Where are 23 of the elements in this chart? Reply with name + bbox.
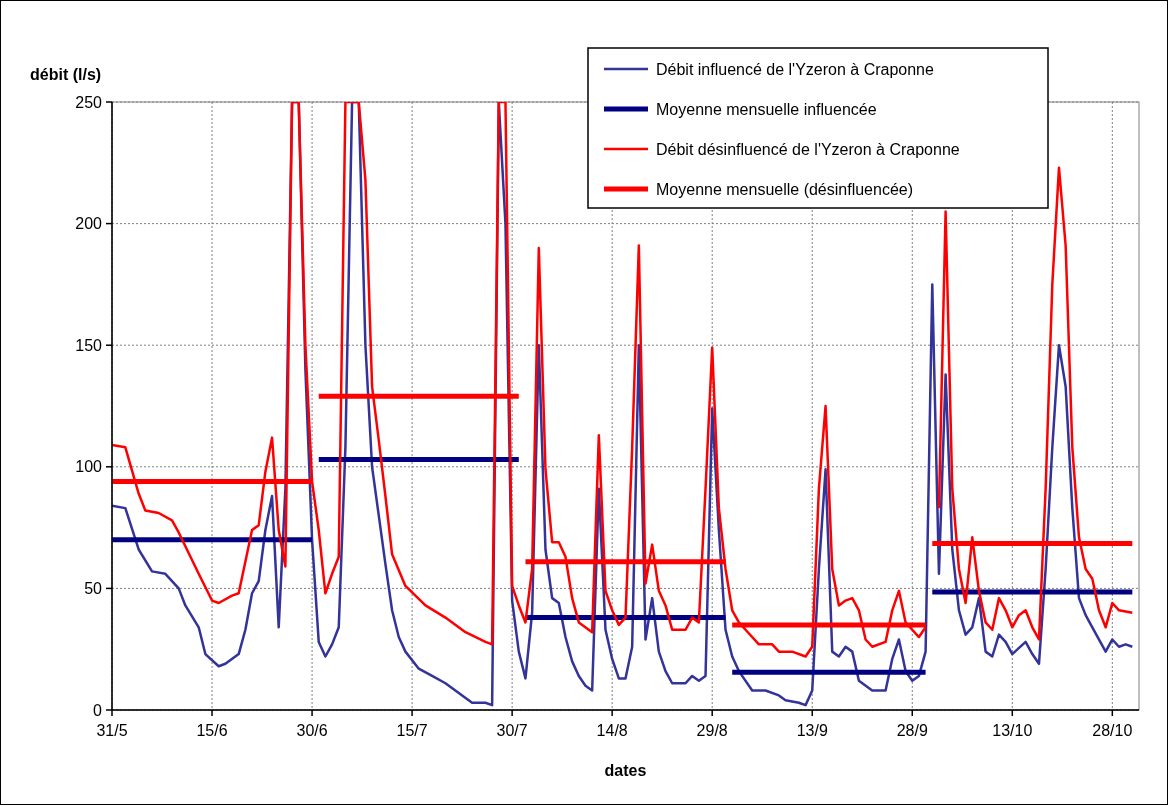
y-tick-label: 150 xyxy=(75,336,103,354)
y-tick-label: 100 xyxy=(75,458,103,476)
y-tick-label: 250 xyxy=(75,93,103,111)
y-tick-label: 0 xyxy=(93,701,103,719)
legend-label: Débit désinfluencé de l'Yzeron à Craponne xyxy=(656,140,960,158)
x-tick-label: 31/5 xyxy=(96,722,128,739)
x-tick-label: 28/9 xyxy=(896,722,928,739)
y-axis-title: débit (l/s) xyxy=(30,66,102,83)
x-tick-label: 28/10 xyxy=(1092,722,1133,739)
x-axis-title: dates xyxy=(604,762,647,779)
y-tick-label: 50 xyxy=(84,580,103,597)
x-tick-label: 29/8 xyxy=(696,722,728,739)
x-tick-label: 30/7 xyxy=(496,722,528,739)
x-tick-label: 30/6 xyxy=(296,722,328,739)
legend-label: Moyenne mensuelle influencée xyxy=(656,100,877,118)
legend-label: Moyenne mensuelle (désinfluencée) xyxy=(656,180,914,198)
x-tick-label: 15/6 xyxy=(196,722,228,739)
x-tick-label: 14/8 xyxy=(596,722,628,739)
x-tick-label: 15/7 xyxy=(396,722,428,739)
y-tick-label: 200 xyxy=(75,215,103,233)
legend-label: Débit influencé de l'Yzeron à Craponne xyxy=(656,60,934,78)
x-tick-label: 13/9 xyxy=(796,722,828,739)
x-tick-label: 13/10 xyxy=(992,722,1033,739)
